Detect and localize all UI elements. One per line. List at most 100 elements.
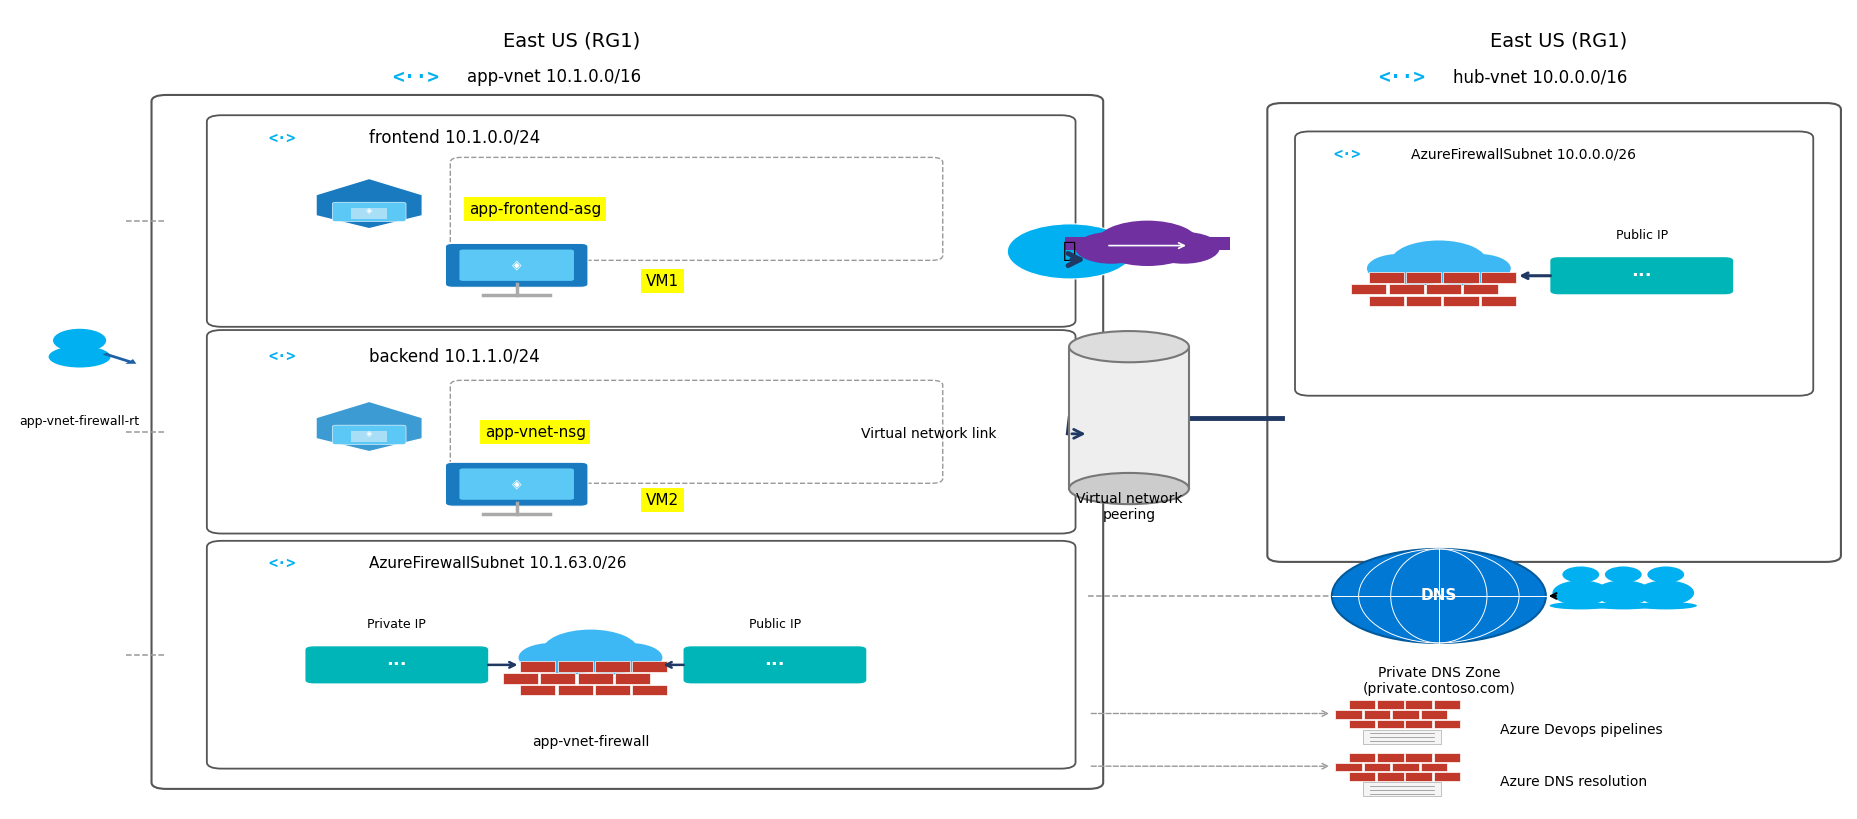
Bar	[1434, 772, 1460, 781]
Bar	[1480, 296, 1515, 306]
Circle shape	[1391, 241, 1486, 283]
Text: app-vnet-nsg: app-vnet-nsg	[485, 425, 585, 440]
Bar	[1376, 700, 1404, 709]
Bar	[1434, 700, 1460, 709]
Bar	[540, 673, 576, 684]
Bar	[351, 208, 388, 219]
Circle shape	[596, 643, 663, 672]
Text: hub-vnet 10.0.0.0/16: hub-vnet 10.0.0.0/16	[1452, 68, 1627, 86]
FancyBboxPatch shape	[1549, 256, 1733, 295]
Bar	[1404, 753, 1432, 762]
FancyBboxPatch shape	[206, 330, 1075, 533]
Text: <··>: <··>	[392, 68, 438, 87]
Bar	[520, 685, 555, 695]
Bar	[1463, 284, 1497, 294]
Text: ···: ···	[765, 656, 786, 674]
Text: <·>: <·>	[1331, 147, 1359, 161]
Bar	[1404, 700, 1432, 709]
Circle shape	[1331, 549, 1545, 643]
Circle shape	[1552, 581, 1608, 605]
Bar	[1434, 753, 1460, 762]
FancyBboxPatch shape	[152, 95, 1103, 789]
Bar	[1443, 272, 1478, 283]
Bar	[1387, 284, 1422, 294]
Bar	[1348, 772, 1374, 781]
Polygon shape	[316, 179, 422, 229]
Bar	[594, 685, 630, 695]
Bar	[1369, 296, 1404, 306]
Text: Public IP: Public IP	[748, 618, 800, 631]
Ellipse shape	[1068, 331, 1188, 362]
Bar	[1335, 710, 1361, 718]
FancyBboxPatch shape	[682, 645, 867, 684]
Text: ◈: ◈	[513, 477, 522, 491]
Text: DNS: DNS	[1421, 589, 1456, 604]
Text: app-vnet 10.1.0.0/16: app-vnet 10.1.0.0/16	[466, 68, 641, 86]
FancyBboxPatch shape	[332, 202, 407, 221]
Text: ◈: ◈	[366, 429, 371, 438]
Bar	[520, 661, 555, 672]
Text: <·>: <·>	[269, 350, 295, 364]
Text: ···: ···	[386, 656, 407, 674]
Bar	[522, 655, 659, 666]
Bar	[1376, 720, 1404, 728]
Bar	[1424, 284, 1460, 294]
Circle shape	[1367, 254, 1432, 283]
Bar	[503, 673, 539, 684]
Text: AzureFirewallSubnet 10.0.0.0/26: AzureFirewallSubnet 10.0.0.0/26	[1411, 147, 1636, 161]
FancyBboxPatch shape	[446, 243, 587, 287]
Bar	[631, 685, 667, 695]
Bar	[1363, 782, 1439, 796]
Bar	[1480, 272, 1515, 283]
Text: AzureFirewallSubnet 10.1.63.0/26: AzureFirewallSubnet 10.1.63.0/26	[370, 556, 626, 571]
Text: <·>: <·>	[269, 130, 295, 146]
Bar	[1348, 700, 1374, 709]
Bar	[594, 661, 630, 672]
Text: app-vnet-firewall: app-vnet-firewall	[531, 735, 648, 749]
Bar	[1406, 296, 1441, 306]
Ellipse shape	[1634, 602, 1695, 609]
Bar	[351, 431, 388, 442]
Circle shape	[1006, 224, 1133, 279]
Ellipse shape	[48, 346, 111, 368]
Ellipse shape	[1068, 473, 1188, 505]
Circle shape	[1562, 567, 1599, 582]
Polygon shape	[316, 401, 422, 451]
Text: 🌐: 🌐	[1062, 242, 1075, 261]
Bar	[1348, 753, 1374, 762]
Circle shape	[1604, 567, 1642, 582]
Bar	[578, 673, 613, 684]
Bar	[615, 673, 650, 684]
Bar	[1350, 284, 1385, 294]
Bar	[1391, 710, 1419, 718]
Circle shape	[54, 328, 106, 352]
Bar	[557, 661, 592, 672]
Bar	[1369, 266, 1508, 277]
Text: app-frontend-asg: app-frontend-asg	[468, 201, 602, 217]
Bar	[1376, 772, 1404, 781]
Circle shape	[1075, 232, 1148, 264]
Circle shape	[1647, 567, 1682, 582]
Circle shape	[518, 643, 585, 672]
Circle shape	[1148, 232, 1218, 264]
FancyArrow shape	[102, 353, 136, 364]
Bar	[557, 685, 592, 695]
FancyBboxPatch shape	[332, 425, 407, 445]
Bar	[1391, 762, 1419, 771]
Text: ···: ···	[1630, 267, 1651, 285]
Bar	[1363, 730, 1439, 744]
Circle shape	[1432, 263, 1484, 286]
Circle shape	[1096, 220, 1198, 266]
Bar	[1443, 296, 1478, 306]
FancyBboxPatch shape	[459, 250, 574, 281]
Text: Public IP: Public IP	[1616, 229, 1668, 242]
Bar	[1348, 720, 1374, 728]
Text: Virtual network link: Virtual network link	[860, 427, 995, 441]
Bar	[1376, 753, 1404, 762]
Bar	[1434, 720, 1460, 728]
Text: ◈: ◈	[366, 206, 371, 215]
Bar	[1363, 710, 1389, 718]
Bar	[1068, 346, 1188, 489]
Bar	[1064, 237, 1229, 250]
Text: East US (RG1): East US (RG1)	[1489, 31, 1627, 50]
